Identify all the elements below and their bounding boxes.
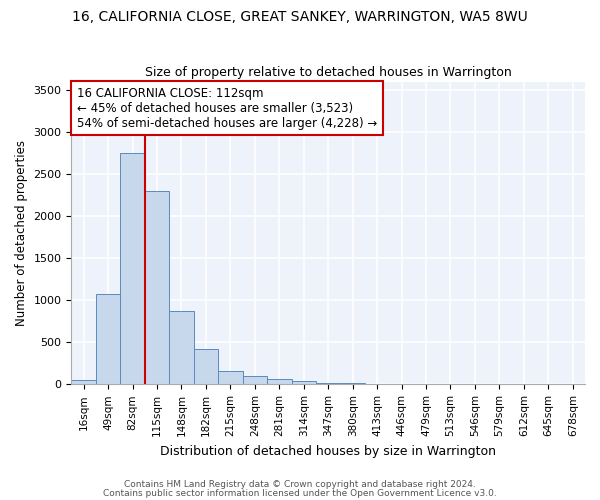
Text: Contains HM Land Registry data © Crown copyright and database right 2024.: Contains HM Land Registry data © Crown c… [124, 480, 476, 489]
Bar [71, 380, 96, 384]
Bar [316, 382, 340, 384]
Title: Size of property relative to detached houses in Warrington: Size of property relative to detached ho… [145, 66, 512, 80]
Bar [194, 349, 218, 384]
Bar [121, 154, 145, 384]
Y-axis label: Number of detached properties: Number of detached properties [15, 140, 28, 326]
Bar [169, 312, 194, 384]
Text: 16, CALIFORNIA CLOSE, GREAT SANKEY, WARRINGTON, WA5 8WU: 16, CALIFORNIA CLOSE, GREAT SANKEY, WARR… [72, 10, 528, 24]
Bar [96, 294, 121, 384]
X-axis label: Distribution of detached houses by size in Warrington: Distribution of detached houses by size … [160, 444, 496, 458]
Bar [267, 380, 292, 384]
Bar [292, 381, 316, 384]
Bar [145, 191, 169, 384]
Bar [242, 376, 267, 384]
Bar [218, 371, 242, 384]
Text: Contains public sector information licensed under the Open Government Licence v3: Contains public sector information licen… [103, 488, 497, 498]
Text: 16 CALIFORNIA CLOSE: 112sqm
← 45% of detached houses are smaller (3,523)
54% of : 16 CALIFORNIA CLOSE: 112sqm ← 45% of det… [77, 86, 377, 130]
